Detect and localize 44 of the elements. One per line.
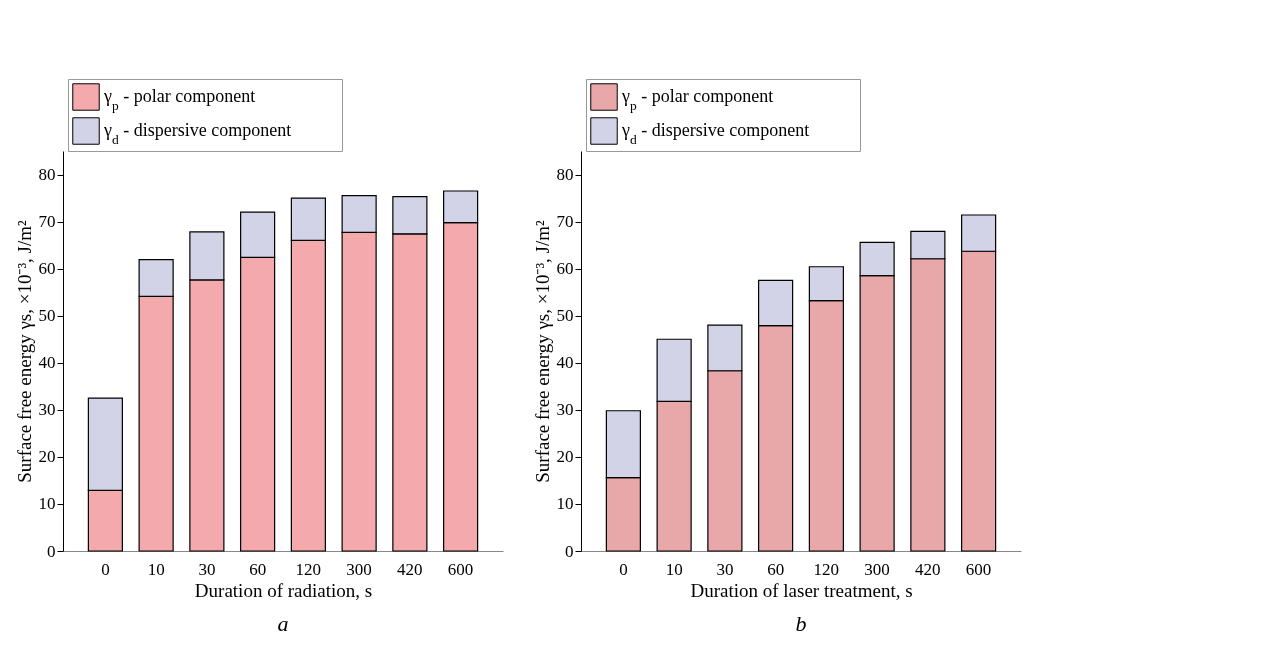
- y-tick-label: 20: [38, 447, 56, 467]
- y-tick-label: 60: [38, 259, 56, 279]
- x-axis-title: Duration of radiation, s: [194, 579, 373, 601]
- x-tick-label: 420: [915, 559, 941, 579]
- y-tick-label: 50: [556, 306, 574, 326]
- x-tick-label: 10: [147, 559, 165, 579]
- y-tick-label: 80: [38, 165, 56, 185]
- text: b: [795, 611, 807, 636]
- x-tick-label: 10: [665, 559, 683, 579]
- y-tick-label: 20: [556, 447, 574, 467]
- legend-label: γ$_{d}$ - dispersive component: [621, 120, 810, 147]
- x-tick-label: 30: [716, 559, 734, 579]
- y-tick-label: 40: [38, 353, 56, 373]
- x-tick-label: 600: [965, 559, 992, 579]
- x-axis-title: Duration of laser treatment, s: [690, 579, 913, 601]
- x-tick-label: 600: [447, 559, 474, 579]
- y-axis-title: Surface free energy γs, ×10⁻³, J/m²: [531, 219, 553, 483]
- y-tick-label: 70: [556, 212, 574, 232]
- x-tick-label: 30: [198, 559, 216, 579]
- x-tick-label: 120: [295, 559, 322, 579]
- y-tick-label: 40: [556, 353, 574, 373]
- y-tick-label: 70: [38, 212, 56, 232]
- x-tick-label: 300: [864, 559, 890, 579]
- x-tick-label: 60: [249, 559, 267, 579]
- y-tick-label: 30: [38, 400, 56, 420]
- legend-label: γ$_{d}$ - dispersive component: [103, 120, 292, 147]
- y-tick-label: 30: [556, 400, 574, 420]
- y-tick-label: 10: [38, 494, 56, 514]
- legend-label: γ$_{p}$ - polar component: [621, 86, 774, 113]
- y-tick-label: 50: [38, 306, 56, 326]
- y-tick-label: 80: [556, 165, 574, 185]
- x-tick-label: 0: [101, 559, 110, 579]
- y-axis-title: Surface free energy γs, ×10⁻³, J/m²: [13, 219, 35, 483]
- text: a: [277, 611, 289, 636]
- y-tick-label: 0: [565, 541, 574, 561]
- legend-label: γ$_{p}$ - polar component: [103, 86, 256, 113]
- y-tick-label: 0: [47, 541, 56, 561]
- x-tick-label: 300: [346, 559, 372, 579]
- y-tick-label: 10: [556, 494, 574, 514]
- x-tick-label: 60: [767, 559, 785, 579]
- x-tick-label: 120: [813, 559, 840, 579]
- x-tick-label: 420: [397, 559, 423, 579]
- y-tick-label: 60: [556, 259, 574, 279]
- x-tick-label: 0: [619, 559, 628, 579]
